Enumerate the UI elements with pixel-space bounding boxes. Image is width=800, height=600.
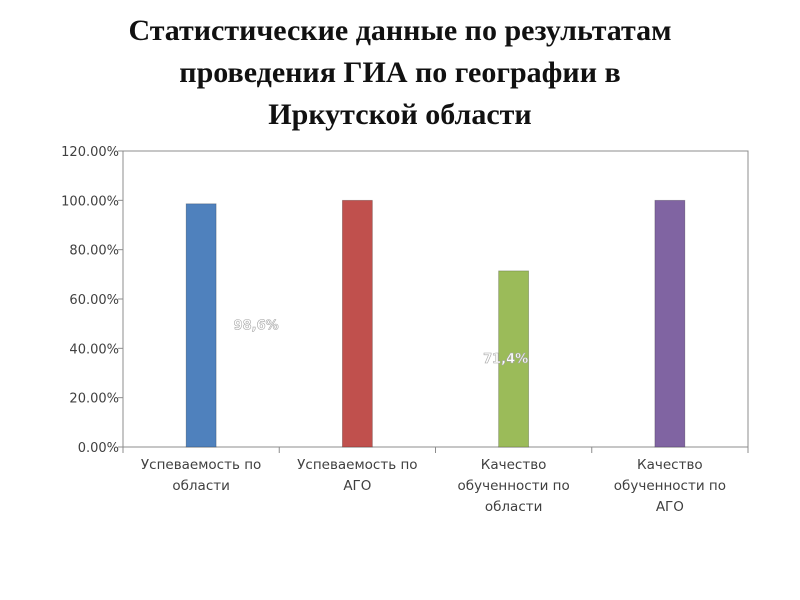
page-title: Статистические данные по результатам про…: [40, 10, 760, 136]
category-label: Успеваемость по: [297, 457, 417, 473]
y-tick-label: 80.00%: [69, 244, 119, 259]
data-label: 98,6%: [234, 318, 279, 333]
data-label: 71,4%: [483, 352, 528, 367]
y-tick-label: 20.00%: [69, 392, 119, 407]
title-line-2: проведения ГИА по географии в: [179, 56, 621, 89]
category-label: АГО: [656, 499, 684, 515]
category-label: Качество: [637, 457, 703, 473]
category-label: Успеваемость по: [141, 457, 261, 473]
category-label: области: [172, 478, 230, 494]
plot-area: [122, 150, 749, 448]
category-label: обученности по: [614, 478, 726, 494]
category-label: обученности по: [458, 478, 570, 494]
bar: [498, 270, 530, 448]
category-label: Качество: [481, 457, 547, 473]
category-label: АГО: [343, 478, 371, 494]
category-label: области: [485, 499, 543, 515]
y-tick-label: 0.00%: [78, 441, 119, 456]
bar: [185, 203, 217, 448]
y-tick-label: 120.00%: [61, 145, 119, 160]
bar: [341, 199, 373, 448]
title-line-3: Иркутской области: [268, 98, 532, 131]
y-tick-label: 40.00%: [69, 342, 119, 357]
y-tick-label: 100.00%: [61, 194, 119, 209]
title-line-1: Статистические данные по результатам: [128, 14, 672, 47]
bar: [654, 199, 686, 448]
y-tick-label: 60.00%: [69, 293, 119, 308]
